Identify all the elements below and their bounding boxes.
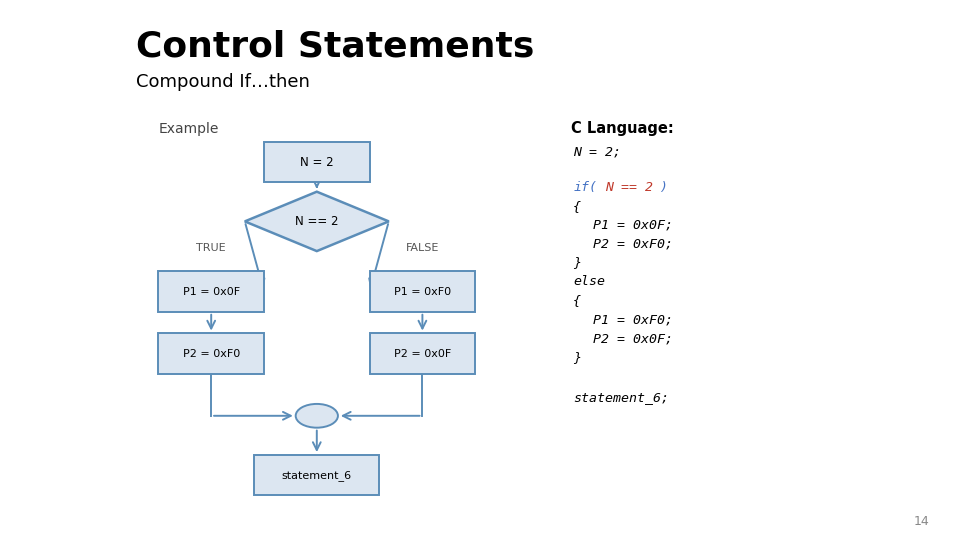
FancyBboxPatch shape <box>254 455 379 496</box>
Text: {: { <box>573 200 581 213</box>
FancyBboxPatch shape <box>264 142 370 183</box>
Text: else: else <box>573 275 605 288</box>
Text: P1 = 0xF0: P1 = 0xF0 <box>394 287 451 296</box>
Text: FALSE: FALSE <box>406 244 439 253</box>
Text: P1 = 0xF0;: P1 = 0xF0; <box>593 313 673 326</box>
Text: N == 2: N == 2 <box>605 181 653 194</box>
Text: statement_6: statement_6 <box>281 470 352 481</box>
Text: P2 = 0xF0;: P2 = 0xF0; <box>593 238 673 251</box>
Text: }: } <box>573 351 581 364</box>
Circle shape <box>296 404 338 428</box>
FancyBboxPatch shape <box>370 333 475 374</box>
Text: P1 = 0x0F: P1 = 0x0F <box>182 287 240 296</box>
Text: 14: 14 <box>914 515 929 528</box>
FancyBboxPatch shape <box>158 333 264 374</box>
Text: statement_6;: statement_6; <box>573 392 669 404</box>
Text: P2 = 0x0F: P2 = 0x0F <box>394 349 451 359</box>
Text: Compound If…then: Compound If…then <box>136 73 310 91</box>
Text: ): ) <box>652 181 668 194</box>
FancyBboxPatch shape <box>370 271 475 312</box>
Text: C Language:: C Language: <box>571 122 674 137</box>
Text: }: } <box>573 256 581 269</box>
Text: {: { <box>573 294 581 307</box>
Text: N == 2: N == 2 <box>295 215 339 228</box>
Text: P2 = 0x0F;: P2 = 0x0F; <box>593 332 673 345</box>
Text: TRUE: TRUE <box>197 244 226 253</box>
Text: P1 = 0x0F;: P1 = 0x0F; <box>593 219 673 232</box>
Polygon shape <box>245 192 389 251</box>
Text: N = 2;: N = 2; <box>573 146 621 159</box>
Text: if(: if( <box>573 181 597 194</box>
Text: N = 2: N = 2 <box>300 156 334 168</box>
FancyBboxPatch shape <box>158 271 264 312</box>
Text: Control Statements: Control Statements <box>136 30 535 64</box>
Text: Example: Example <box>158 122 219 136</box>
Text: P2 = 0xF0: P2 = 0xF0 <box>182 349 240 359</box>
